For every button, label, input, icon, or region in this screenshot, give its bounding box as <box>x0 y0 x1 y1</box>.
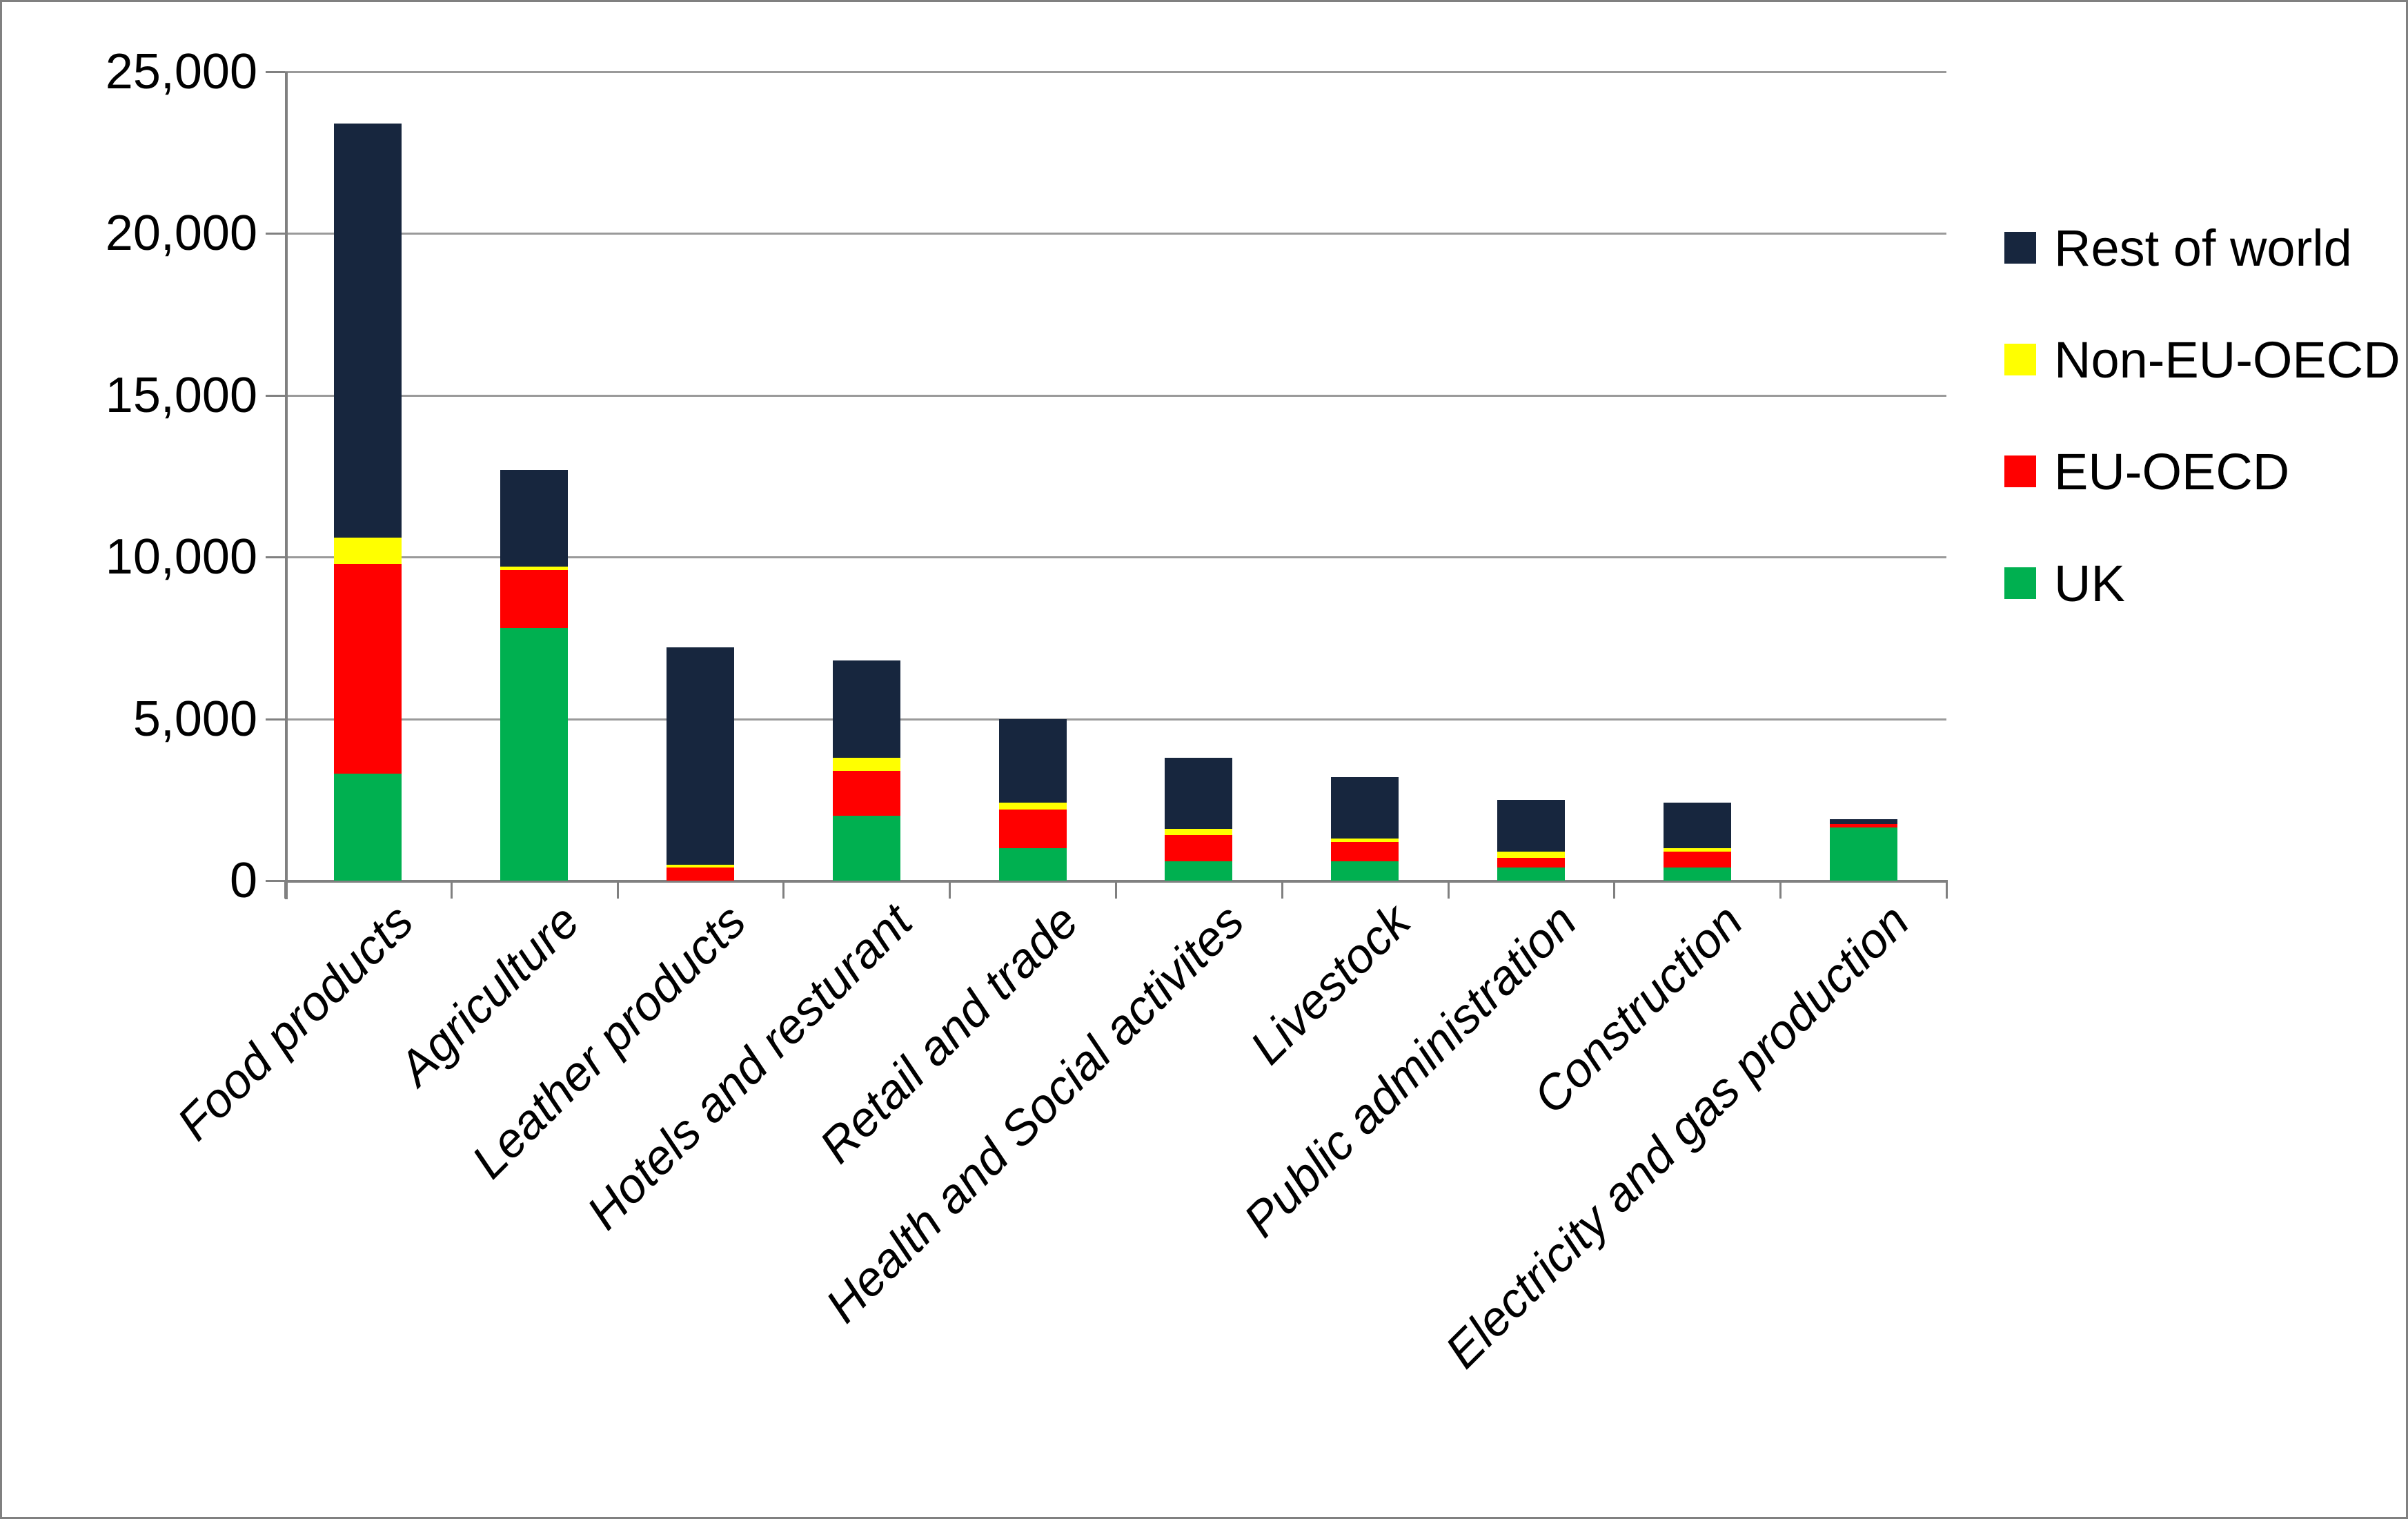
y-axis-tick <box>266 556 285 559</box>
y-axis-tick <box>266 233 285 235</box>
y-axis-tick <box>266 394 285 397</box>
legend-item: Non-EU-OECD <box>2004 328 2400 391</box>
bar-segment-non-eu-oecd <box>500 567 569 570</box>
bar-segment-non-eu-oecd <box>998 803 1067 810</box>
legend-item: UK <box>2004 551 2400 615</box>
bar-segment-non-eu-oecd <box>832 757 900 771</box>
bar-segment-uk <box>1497 868 1565 881</box>
bar-segment-eu-oecd <box>500 569 569 629</box>
bar-segment-rest-of-world <box>334 124 402 538</box>
y-axis-tick <box>266 71 285 73</box>
legend-swatch <box>2004 344 2036 375</box>
y-axis-tick-label: 5,000 <box>132 691 257 747</box>
bar-segment-eu-oecd <box>1331 841 1399 861</box>
legend-swatch <box>2004 232 2036 264</box>
bar-segment-non-eu-oecd <box>1331 839 1399 842</box>
legend-label: Non-EU-OECD <box>2054 331 2400 389</box>
bar-segment-rest-of-world <box>1165 757 1233 829</box>
x-axis-tick <box>1946 880 1948 899</box>
x-axis-tick <box>284 880 286 899</box>
legend-label: EU-OECD <box>2054 442 2290 500</box>
bar-segment-rest-of-world <box>667 647 734 865</box>
x-axis-tick <box>1447 880 1450 899</box>
bar-segment-rest-of-world <box>1829 819 1897 824</box>
bar-segment-uk <box>1829 827 1897 881</box>
bar-segment-uk <box>500 628 569 881</box>
bar-segment-non-eu-oecd <box>1165 828 1233 836</box>
legend-item: EU-OECD <box>2004 440 2400 503</box>
bar-segment-uk <box>1331 861 1399 881</box>
gridline <box>285 718 1946 721</box>
bar-segment-eu-oecd <box>832 770 900 816</box>
legend-label: Rest of world <box>2054 219 2352 277</box>
legend-swatch <box>2004 567 2036 599</box>
bar-segment-eu-oecd <box>998 809 1067 849</box>
gridline <box>285 556 1946 559</box>
y-axis-tick <box>266 880 285 882</box>
bar-segment-uk <box>998 848 1067 881</box>
bar-segment-uk <box>832 816 900 881</box>
legend-item: Rest of world <box>2004 216 2400 280</box>
x-axis-tick <box>616 880 619 899</box>
bar-segment-rest-of-world <box>1663 803 1731 849</box>
x-axis-tick <box>1613 880 1616 899</box>
legend-swatch <box>2004 455 2036 487</box>
bar-segment-rest-of-world <box>500 469 569 567</box>
bar-segment-eu-oecd <box>1165 835 1233 861</box>
bar-segment-rest-of-world <box>998 718 1067 803</box>
gridline <box>285 394 1946 397</box>
x-axis-tick <box>949 880 951 899</box>
x-axis-tick <box>782 880 785 899</box>
x-axis-tick <box>1281 880 1283 899</box>
bar-segment-non-eu-oecd <box>667 864 734 868</box>
bar-segment-eu-oecd <box>1497 858 1565 868</box>
gridline <box>285 233 1946 235</box>
bar-segment-non-eu-oecd <box>1663 848 1731 852</box>
bar-segment-eu-oecd <box>1829 823 1897 827</box>
y-axis-tick-label: 0 <box>229 853 257 908</box>
x-axis-tick <box>1115 880 1117 899</box>
bar-segment-eu-oecd <box>1663 851 1731 868</box>
legend-label: UK <box>2054 554 2125 612</box>
y-axis-tick-label: 15,000 <box>105 367 257 423</box>
legend: Rest of world Non-EU-OECD EU-OECD UK <box>2004 216 2400 663</box>
x-axis-tick <box>1779 880 1782 899</box>
bar-segment-rest-of-world <box>1497 799 1565 852</box>
bar-segment-uk <box>334 774 402 881</box>
bar-segment-non-eu-oecd <box>334 538 402 564</box>
x-axis-tick <box>450 880 453 899</box>
y-axis-tick-label: 20,000 <box>105 206 257 262</box>
y-axis-line <box>285 72 288 899</box>
bar-segment-non-eu-oecd <box>1497 851 1565 859</box>
bar-segment-uk <box>1663 868 1731 881</box>
bar-segment-uk <box>1165 861 1233 881</box>
bar-segment-eu-oecd <box>667 868 734 881</box>
bar-segment-eu-oecd <box>334 563 402 774</box>
y-axis-tick-label: 10,000 <box>105 529 257 585</box>
y-axis-tick-label: 25,000 <box>105 44 257 99</box>
bar-segment-rest-of-world <box>832 660 900 758</box>
bar-segment-rest-of-world <box>1331 776 1399 839</box>
y-axis-tick <box>266 718 285 721</box>
gridline <box>285 71 1946 73</box>
